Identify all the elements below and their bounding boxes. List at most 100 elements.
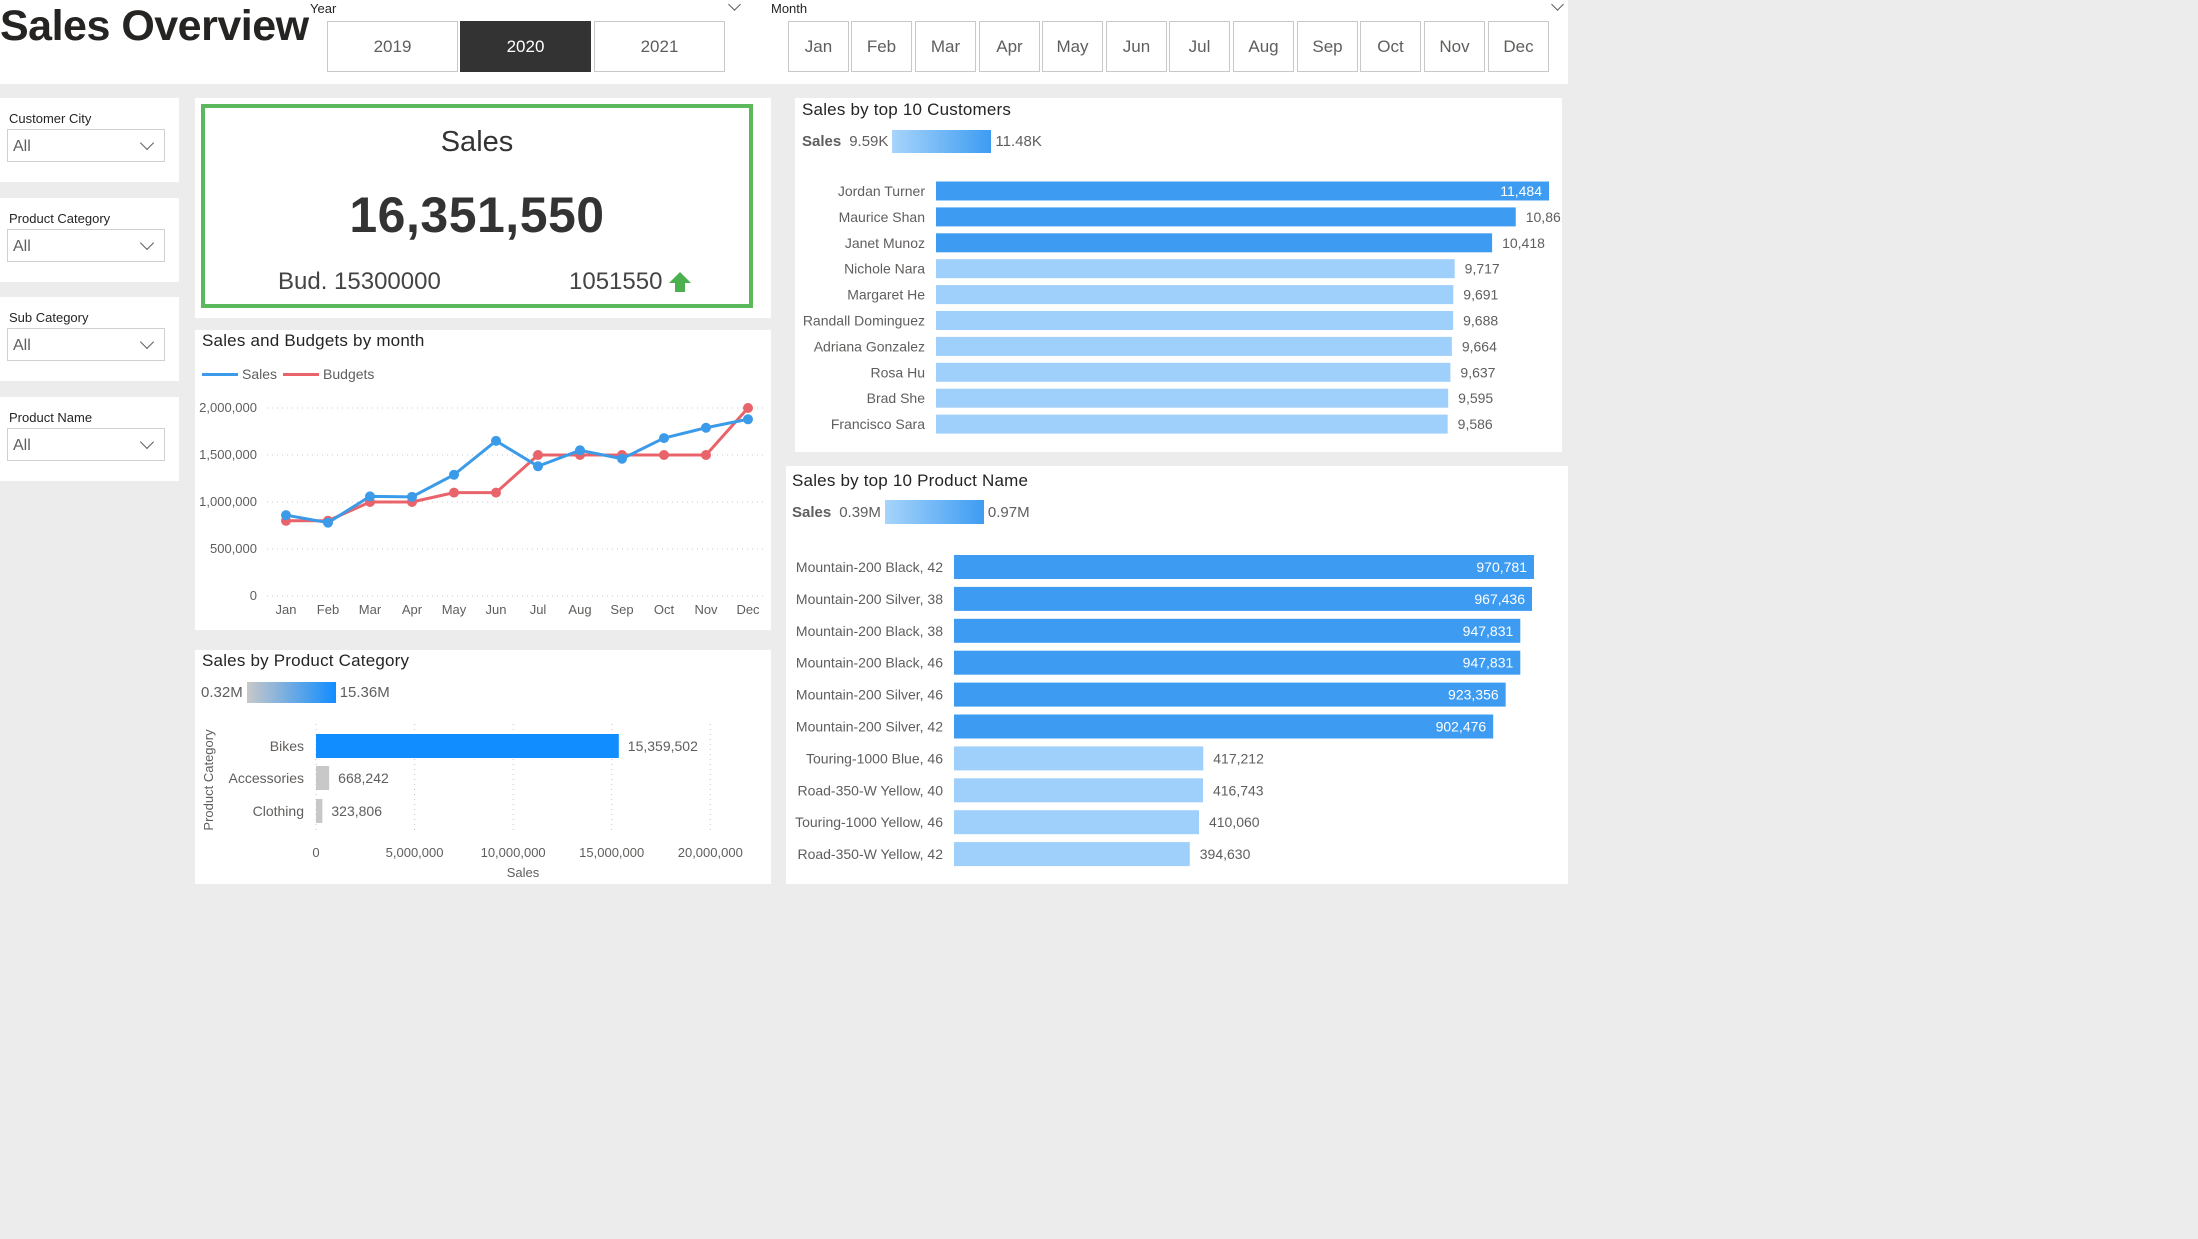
bar-value-label: 416,743 <box>1213 782 1264 798</box>
bar <box>954 555 1534 579</box>
bar-value-label: 967,436 <box>1474 591 1525 607</box>
month-tile-may[interactable]: May <box>1042 21 1103 72</box>
page-title: Sales Overview <box>0 2 309 50</box>
category-chart-panel: Sales by Product Category 0.32M 15.36M 0… <box>195 650 771 884</box>
kpi-card[interactable]: Sales 16,351,550 Bud. 15300000 1051550 <box>201 104 753 308</box>
bar <box>954 714 1494 739</box>
category-label: Bikes <box>270 738 304 754</box>
gradient-swatch <box>246 682 336 703</box>
bar-category-label: Mountain-200 Silver, 42 <box>796 719 943 735</box>
month-tile-label: Feb <box>866 36 897 56</box>
legend-sales-swatch <box>202 372 238 376</box>
legend-sales-label: Sales <box>242 366 278 382</box>
data-point-sales <box>491 435 501 446</box>
y-tick-label: 500,000 <box>210 541 257 556</box>
product-category-dropdown[interactable]: All <box>7 229 165 262</box>
bar-category-label: Brad She <box>867 390 926 406</box>
sub-category-dropdown[interactable]: All <box>7 328 165 361</box>
data-point-sales <box>575 445 585 456</box>
data-point-budgets <box>659 450 669 460</box>
month-tile-feb[interactable]: Feb <box>851 21 912 72</box>
filter-label: Sub Category <box>9 310 89 325</box>
month-tile-jul[interactable]: Jul <box>1169 21 1230 72</box>
filter-product-category: Product Category All <box>0 198 179 282</box>
bar-category-label: Margaret He <box>847 287 925 303</box>
customer-city-dropdown[interactable]: All <box>7 129 165 162</box>
month-tile-label: Sep <box>1312 36 1343 56</box>
bar <box>936 259 1455 279</box>
chevron-down-icon[interactable] <box>1551 0 1564 11</box>
x-tick-label: Jun <box>486 602 507 617</box>
month-tile-jun[interactable]: Jun <box>1106 21 1167 72</box>
chevron-down-icon[interactable] <box>728 0 741 11</box>
dropdown-value: All <box>13 437 31 454</box>
bar-value-label: 970,781 <box>1476 559 1527 575</box>
dropdown-value: All <box>13 238 31 255</box>
bar <box>936 311 1454 330</box>
bar-category-label: Mountain-200 Black, 42 <box>796 559 943 575</box>
bar <box>954 586 1533 611</box>
bar-value-label: 9,595 <box>1458 390 1493 406</box>
chevron-down-icon <box>139 434 155 450</box>
year-tile-2019[interactable]: 2019 <box>327 21 458 72</box>
month-tile-aug[interactable]: Aug <box>1233 21 1294 72</box>
y-axis-title: Product Category <box>201 729 216 831</box>
month-tile-dec[interactable]: Dec <box>1488 21 1549 72</box>
gradient-legend-title: Sales <box>802 133 842 150</box>
bar-category-label: Jordan Turner <box>838 183 925 199</box>
data-point-sales <box>449 469 459 480</box>
month-tile-label: Dec <box>1503 36 1534 56</box>
x-tick-label: Apr <box>402 602 423 617</box>
bar-category-label: Road-350-W Yellow, 40 <box>797 782 943 798</box>
line-chart-panel: Sales and Budgets by month Sales Budgets… <box>195 330 771 630</box>
bar <box>954 746 1204 771</box>
month-tile-label: Aug <box>1248 36 1279 56</box>
bar <box>936 362 1451 382</box>
bar-category-label: Nichole Nara <box>844 261 925 277</box>
data-point-budgets <box>533 450 543 460</box>
filter-sub-category: Sub Category All <box>0 297 179 381</box>
data-point-sales <box>659 433 669 444</box>
data-point-budgets <box>701 450 711 460</box>
gradient-max-label: 15.36M <box>339 684 390 701</box>
bar <box>936 336 1452 356</box>
data-point-budgets <box>491 487 501 498</box>
bar-value-label: 9,637 <box>1460 364 1495 380</box>
month-tile-oct[interactable]: Oct <box>1360 21 1421 72</box>
x-tick-label: Oct <box>654 602 675 617</box>
month-tile-label: Jun <box>1122 36 1151 56</box>
bar-value-label: 9,664 <box>1462 338 1497 354</box>
data-point-sales <box>281 510 291 521</box>
chevron-down-icon <box>139 334 155 350</box>
bar <box>936 285 1454 305</box>
kpi-value: 16,351,550 <box>349 187 605 243</box>
bar-category-label: Touring-1000 Yellow, 46 <box>795 814 943 830</box>
line-series-sales <box>285 417 749 525</box>
bar <box>936 181 1549 201</box>
bar-value-label: 410,060 <box>1209 814 1260 830</box>
products-chart-title: Sales by top 10 Product Name <box>792 471 1029 490</box>
data-point-budgets <box>743 403 753 413</box>
products-chart-svg: Mountain-200 Black, 42 970,781 Mountain-20… <box>795 555 1534 867</box>
year-tile-2020[interactable]: 2020 <box>460 21 591 72</box>
month-tile-nov[interactable]: Nov <box>1424 21 1485 72</box>
month-tile-label: Jan <box>804 36 833 56</box>
gradient-legend-title: Sales <box>792 503 832 521</box>
data-point-sales <box>365 491 375 502</box>
month-tile-label: Oct <box>1377 36 1404 56</box>
bar-category-label: Maurice Shan <box>839 209 925 225</box>
month-tile-apr[interactable]: Apr <box>979 21 1040 72</box>
filter-label: Product Name <box>9 410 93 425</box>
y-tick-label: 0 <box>250 588 257 603</box>
month-tile-mar[interactable]: Mar <box>915 21 976 72</box>
year-tile-2021[interactable]: 2021 <box>594 21 725 72</box>
gradient-swatch <box>892 130 992 153</box>
data-point-budgets <box>449 487 459 498</box>
bar-category-label: Janet Munoz <box>845 235 925 251</box>
bar-value-label: 417,212 <box>1213 750 1264 766</box>
category-label: Accessories <box>229 770 304 786</box>
month-tile-jan[interactable]: Jan <box>788 21 849 72</box>
bar <box>954 778 1203 803</box>
product-name-dropdown[interactable]: All <box>7 428 165 461</box>
month-tile-sep[interactable]: Sep <box>1297 21 1358 72</box>
